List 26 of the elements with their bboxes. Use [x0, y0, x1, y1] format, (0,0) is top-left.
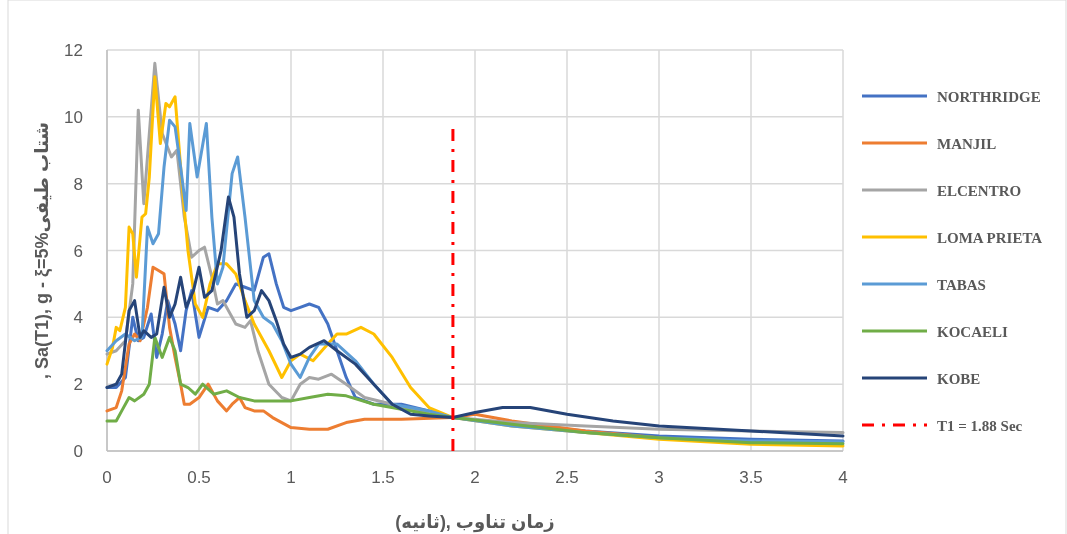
x-tick-label: 1 — [286, 468, 296, 487]
y-tick-label: 2 — [73, 375, 83, 395]
x-tick-label: 0.5 — [187, 468, 211, 487]
x-tick-label: 2.5 — [555, 468, 579, 487]
y-tick-label: 8 — [73, 174, 83, 194]
y-tick-label: 12 — [64, 41, 83, 60]
legend-label: MANJIL — [937, 136, 997, 152]
y-tick-label: 0 — [73, 442, 83, 461]
y-tick-label: 10 — [64, 107, 83, 127]
legend-label: TABAS — [937, 277, 986, 293]
x-tick-label: 2 — [470, 468, 480, 487]
x-tick-label: 3 — [654, 468, 664, 487]
legend-label: LOMA PRIETA — [937, 230, 1043, 246]
x-tick-label: 4 — [838, 468, 848, 487]
x-tick-label: 0 — [102, 468, 112, 487]
legend-label: NORTHRIDGE — [937, 89, 1041, 105]
legend-label: KOCAELI — [937, 324, 1009, 340]
legend-label: T1 = 1.88 Sec — [937, 418, 1023, 434]
legend-label: KOBE — [937, 371, 981, 387]
x-axis-title: زمان تناوب ,(ثانیه) — [395, 512, 555, 533]
x-tick-label: 1.5 — [371, 468, 395, 487]
y-tick-label: 4 — [73, 308, 83, 328]
y-tick-label: 6 — [73, 241, 83, 261]
x-tick-label: 3.5 — [739, 468, 763, 487]
legend-label: ELCENTRO — [937, 183, 1022, 199]
y-axis-title: , Sa(T1), g - ξ=5%شتاب طیفی — [32, 122, 53, 379]
